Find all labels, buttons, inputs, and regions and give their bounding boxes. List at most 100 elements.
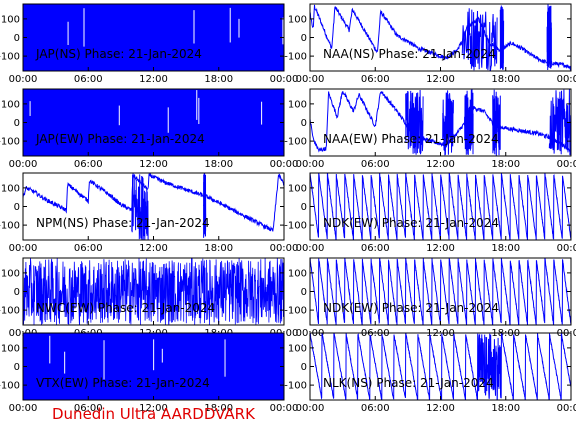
series-line: [310, 173, 571, 240]
y-tick-label: 0: [14, 202, 20, 213]
x-tick-label: 12:00: [139, 74, 168, 85]
series-line: [23, 173, 284, 232]
x-tick-label: 06:00: [361, 243, 390, 254]
y-tick-label: 100: [1, 343, 20, 354]
x-tick-label: 00:00: [557, 74, 576, 85]
data-area: [310, 173, 571, 240]
y-tick-label: 100: [288, 14, 307, 25]
chart-title: NLK(NS) Phase: 21-Jan-2024: [323, 376, 494, 390]
x-tick-label: 18:00: [491, 243, 520, 254]
chart-title: VTX(EW) Phase: 21-Jan-2024: [36, 376, 210, 390]
data-area: [23, 333, 284, 400]
x-tick-label: 00:00: [270, 403, 299, 414]
series-line: [310, 4, 571, 71]
noisy-segment: [499, 5, 505, 70]
x-tick-label: 12:00: [426, 243, 455, 254]
x-tick-label: 18:00: [491, 159, 520, 170]
x-tick-label: 18:00: [491, 74, 520, 85]
series-line: [310, 90, 571, 153]
y-tick-label: 0: [14, 362, 20, 373]
noisy-segment: [548, 89, 571, 156]
noisy-segment: [442, 90, 454, 156]
x-tick-label: 18:00: [204, 74, 233, 85]
noisy-segment: [131, 174, 149, 240]
y-tick-label: 0: [301, 202, 307, 213]
x-tick-label: 00:00: [9, 74, 38, 85]
x-tick-label: 00:00: [557, 159, 576, 170]
chart-title: NDK(EW) Phase: 21-Jan-2024: [323, 301, 499, 315]
y-tick-label: 100: [1, 99, 20, 110]
x-tick-label: 06:00: [74, 159, 103, 170]
x-tick-label: 00:00: [296, 74, 325, 85]
data-area: [310, 4, 571, 71]
y-tick-label: -100: [0, 52, 20, 63]
y-tick-label: 0: [301, 33, 307, 44]
x-tick-label: 12:00: [426, 403, 455, 414]
y-tick-label: 0: [301, 362, 307, 373]
x-tick-label: 00:00: [557, 403, 576, 414]
y-tick-label: 100: [1, 268, 20, 279]
series-line: [310, 258, 571, 325]
x-tick-label: 12:00: [139, 159, 168, 170]
noisy-segment: [203, 173, 207, 238]
noisy-segment: [405, 89, 424, 155]
x-tick-label: 06:00: [361, 159, 390, 170]
x-tick-label: 06:00: [361, 403, 390, 414]
y-tick-label: -100: [284, 306, 307, 317]
y-tick-label: 0: [14, 33, 20, 44]
chart-panel-5: 100 0 -100 00:00 06:00 12:00 18:00 00:00 NPM(NS)…: [0, 172, 299, 254]
chart-panel-1: 100 0 -100 00:00 06:00 12:00 18:00 00:00 JAP(NS)…: [0, 3, 298, 85]
y-tick-label: -100: [0, 381, 20, 392]
data-area: [310, 89, 571, 156]
x-tick-label: 00:00: [296, 159, 325, 170]
y-tick-label: 100: [288, 343, 307, 354]
chart-panel-2: 100 0 -100 00:00 06:00 12:00 18:00 00:00 NAA(NS)…: [284, 3, 576, 85]
data-area: [23, 89, 284, 156]
y-tick-label: 100: [288, 183, 307, 194]
chart-panel-9: 100 0 -100 00:00 06:00 12:00 18:00 00:00 VTX(EW)…: [0, 332, 299, 414]
x-tick-label: 00:00: [270, 243, 299, 254]
x-tick-label: 12:00: [426, 74, 455, 85]
x-tick-label: 00:00: [9, 243, 38, 254]
x-tick-label: 06:00: [74, 243, 103, 254]
noisy-segment: [492, 89, 501, 156]
y-tick-label: 100: [1, 14, 20, 25]
series-line: [310, 333, 571, 400]
x-tick-label: 18:00: [204, 403, 233, 414]
x-tick-label: 00:00: [9, 159, 38, 170]
chart-title: NDK(EW) Phase: 21-Jan-2024: [323, 216, 499, 230]
data-area: [310, 333, 571, 400]
data-area: [23, 173, 284, 240]
chart-panel-4: 100 0 -100 00:00 06:00 12:00 18:00 00:00 NAA(EW)…: [284, 88, 576, 170]
chart-panel-10: 100 0 -100 00:00 06:00 12:00 18:00 00:00 NLK(NS)…: [284, 332, 576, 414]
x-tick-label: 06:00: [361, 74, 390, 85]
x-tick-label: 00:00: [296, 243, 325, 254]
x-tick-label: 00:00: [557, 243, 576, 254]
y-tick-label: -100: [284, 221, 307, 232]
chart-title: JAP(NS) Phase: 21-Jan-2024: [35, 47, 202, 61]
chart-title: NPM(NS) Phase: 21-Jan-2024: [36, 216, 210, 230]
series-fill: [23, 89, 284, 156]
y-tick-label: -100: [0, 221, 20, 232]
y-tick-label: 0: [14, 287, 20, 298]
chart-panel-8: 1000-10000:0006:0012:0018:0000:00NDK(EW)…: [284, 257, 576, 339]
x-tick-label: 00:00: [296, 403, 325, 414]
series-line: [23, 258, 284, 325]
y-tick-label: 0: [14, 118, 20, 129]
x-tick-label: 18:00: [491, 403, 520, 414]
y-tick-label: -100: [0, 137, 20, 148]
x-tick-label: 06:00: [74, 403, 103, 414]
series-fill: [23, 4, 284, 71]
x-tick-label: 12:00: [139, 403, 168, 414]
y-tick-label: -100: [0, 306, 20, 317]
x-tick-label: 00:00: [9, 403, 38, 414]
noisy-segment: [463, 89, 474, 155]
y-tick-label: 100: [288, 99, 307, 110]
x-tick-label: 18:00: [204, 243, 233, 254]
x-tick-label: 06:00: [74, 74, 103, 85]
x-tick-label: 18:00: [204, 159, 233, 170]
chart-title: NWC(EW) Phase: 21-Jan-2024: [36, 301, 215, 315]
chart-panel-7: 1000-10000:0006:0012:0018:0000:00NWC(EW)…: [0, 257, 298, 339]
footer-label: Dunedin Ultra AARDDVARK: [52, 405, 255, 423]
